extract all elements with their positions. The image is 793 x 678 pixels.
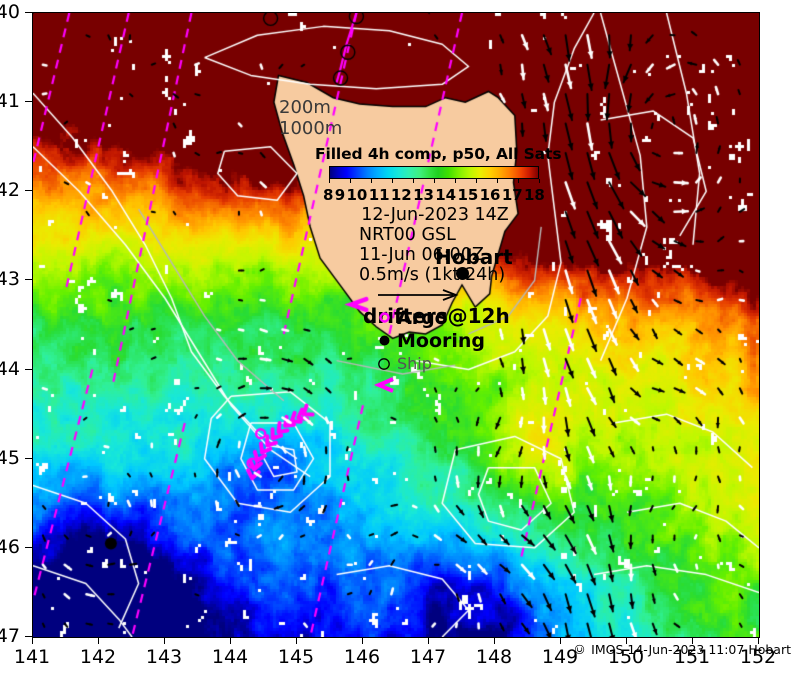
current-vectors-overlay	[33, 13, 759, 637]
colorbar-tick-labels: 8 9 10 11 12 13 14 15 16 17 18	[323, 186, 545, 204]
colorbar-tick-label: 9	[334, 186, 346, 204]
x-axis-tick	[362, 637, 363, 644]
legend-vector-scale: 0.5m/s (1kt 24h)	[359, 265, 506, 285]
colorbar-tick-label: 10	[346, 186, 368, 204]
x-axis-label: 148	[475, 646, 513, 668]
x-axis-label: 145	[277, 646, 315, 668]
mooring-icon	[371, 334, 397, 347]
x-axis-tick	[164, 637, 165, 644]
legend-key-drifters	[371, 375, 555, 395]
ship-icon	[371, 357, 397, 371]
x-axis-label: 147	[409, 646, 447, 668]
colorbar-tick-label: 8	[323, 186, 334, 204]
x-axis-label: 150	[607, 646, 645, 668]
y-axis-tick	[25, 190, 32, 192]
y-axis-tick	[25, 368, 32, 370]
x-axis-label: 152	[739, 646, 777, 668]
colorbar-tick-label: 17	[501, 186, 523, 204]
credit-text: © IMOS 14-Jun-2023 11:07 Hobart	[572, 642, 791, 657]
legend-key-label-mooring: Mooring	[397, 329, 486, 352]
y-axis-tick	[25, 636, 32, 637]
place-label-hobart: Hobart	[435, 245, 513, 269]
x-axis-label: 141	[13, 646, 51, 668]
x-axis-label: 151	[673, 646, 711, 668]
y-axis-label: -43	[0, 268, 20, 291]
depth-label-1000m: 1000m	[279, 118, 343, 139]
x-axis-tick	[296, 637, 297, 644]
legend-key-argo: Argo	[371, 306, 555, 329]
legend-valid-time: 11-Jun 06:00Z	[359, 245, 484, 265]
legend-key-ship: Ship	[371, 352, 555, 375]
x-axis-tick	[428, 637, 429, 644]
depth-label-200m: 200m	[279, 97, 331, 118]
legend-key-mooring: Mooring	[371, 329, 555, 352]
legend-key-label-ship: Ship	[397, 354, 432, 373]
x-axis-tick	[494, 637, 495, 644]
drifter-icon	[371, 377, 397, 393]
y-axis-label: -47	[0, 625, 20, 647]
legend-product: NRT00 GSL	[359, 225, 456, 245]
y-axis-label: -40	[0, 1, 20, 23]
x-axis-label: 142	[79, 646, 117, 668]
colorbar-ticks	[329, 179, 540, 185]
x-axis-tick	[98, 637, 99, 644]
y-axis-tick	[25, 12, 32, 13]
y-axis-tick	[25, 279, 32, 281]
colorbar-tick-label: 18	[524, 186, 545, 204]
x-axis-label: 143	[145, 646, 183, 668]
x-axis-tick	[32, 637, 33, 644]
legend-datetime: 12-Jun-2023 14Z	[361, 205, 509, 225]
colorbar-tick-label: 13	[413, 186, 434, 204]
y-axis-tick	[25, 101, 32, 103]
y-axis-tick	[25, 457, 32, 459]
y-axis-tick	[25, 546, 32, 548]
x-axis-tick	[758, 637, 759, 644]
y-axis-label: -44	[0, 357, 20, 380]
x-axis-tick	[692, 637, 693, 644]
colorbar	[329, 166, 539, 179]
colorbar-tick-label: 16	[479, 186, 501, 204]
vector-scale-arrow	[377, 287, 555, 306]
y-axis-label: -45	[0, 446, 20, 469]
hobart-marker	[456, 267, 469, 280]
map-plot-area[interactable]: 200m 1000m Hobart drifters@12h Filled 4h…	[32, 12, 760, 638]
y-axis-label: -42	[0, 179, 20, 202]
legend-title: Filled 4h comp, p50, All Sats	[315, 145, 562, 163]
x-axis-tick	[626, 637, 627, 644]
map-legend: Filled 4h comp, p50, All Sats 8 9 10 11 12 13…	[315, 145, 562, 395]
y-axis-label: -41	[0, 90, 20, 113]
argo-icon	[371, 311, 397, 324]
colorbar-tick-label: 11	[368, 186, 390, 204]
legend-key-label-argo: Argo	[397, 306, 448, 329]
colorbar-tick-label: 12	[390, 186, 412, 204]
y-axis-label: -46	[0, 535, 20, 558]
x-axis-label: 144	[211, 646, 249, 668]
x-axis-label: 146	[343, 646, 381, 668]
colorbar-tick-label: 14	[435, 186, 457, 204]
x-axis-label: 149	[541, 646, 579, 668]
colorbar-tick-label: 15	[457, 186, 479, 204]
x-axis-tick	[560, 637, 561, 644]
x-axis-tick	[230, 637, 231, 644]
